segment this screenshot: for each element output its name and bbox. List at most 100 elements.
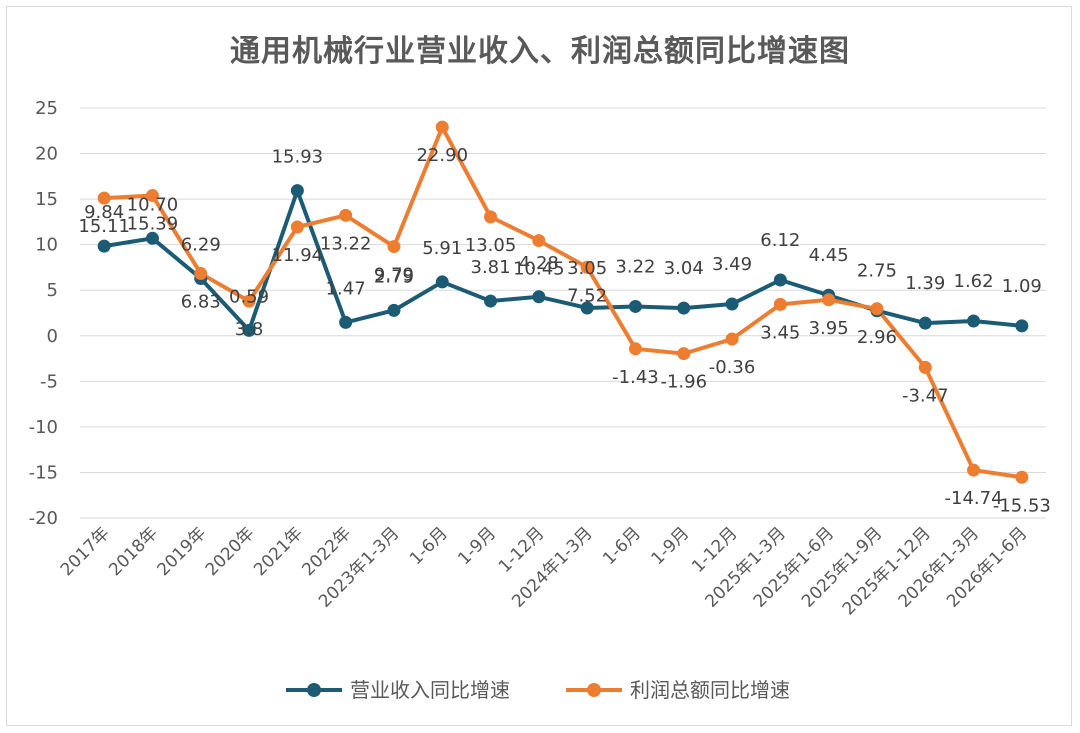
data-point: [725, 332, 739, 346]
data-point: [290, 184, 304, 198]
data-point: [580, 260, 594, 274]
data-point: [870, 302, 884, 316]
data-point: [773, 297, 787, 311]
data-label: 4.28: [519, 253, 559, 274]
data-point: [387, 303, 401, 317]
data-point: [145, 231, 159, 245]
data-label: -1.96: [660, 372, 707, 393]
data-label: 13.05: [465, 235, 517, 256]
x-tick-label: 2019年: [154, 523, 211, 580]
y-tick-label: 10: [35, 235, 58, 256]
data-point: [822, 293, 836, 307]
series-lines: [102, 125, 1024, 480]
data-label: 3.8: [235, 319, 264, 340]
series-points: [97, 120, 1029, 484]
data-point: [1015, 319, 1029, 333]
data-point: [580, 301, 594, 315]
x-tick-label: 2018年: [105, 523, 162, 580]
data-label: -1.43: [612, 367, 659, 388]
data-label: 3.95: [809, 318, 849, 339]
data-label: -3.47: [902, 385, 949, 406]
gridlines: [80, 107, 1046, 519]
data-point: [532, 234, 546, 248]
data-point: [339, 315, 353, 329]
y-tick-label: 25: [35, 98, 58, 119]
data-label: 3.04: [664, 258, 704, 279]
data-label: 5.91: [422, 238, 462, 259]
data-label: 15.93: [272, 147, 324, 168]
data-point: [628, 299, 642, 313]
data-label: 3.81: [471, 257, 511, 278]
y-tick-label: -5: [40, 371, 58, 392]
data-point: [967, 463, 981, 477]
chart-frame: [6, 6, 1072, 726]
legend-label: 营业收入同比增速: [350, 678, 510, 702]
data-point: [918, 360, 932, 374]
legend-marker: [587, 683, 601, 697]
x-tick-label: 1-9月: [454, 523, 500, 569]
x-tick-label: 1-6月: [406, 523, 452, 569]
data-point: [194, 267, 208, 281]
data-label: 6.83: [181, 292, 221, 313]
data-point: [677, 301, 691, 315]
data-point: [1015, 470, 1029, 484]
data-point: [918, 316, 932, 330]
data-label: 22.90: [416, 145, 468, 166]
data-point: [290, 220, 304, 234]
y-tick-label: -15: [29, 462, 58, 483]
data-labels: 9.84 10.706.29 0.59 15.93 1.47 2.79 5.91 3.81 4.…: [78, 145, 1050, 516]
data-label: 3.49: [712, 254, 752, 275]
data-point: [967, 314, 981, 328]
data-label: 10.70: [127, 194, 179, 215]
series-line-2: [102, 125, 1024, 480]
data-label: 9.79: [374, 265, 414, 286]
data-label: 6.12: [760, 230, 800, 251]
data-label: 3.05: [567, 258, 607, 279]
data-label: 2.75: [857, 261, 897, 282]
data-label: 1.62: [954, 271, 994, 292]
y-tick-label: -20: [29, 508, 58, 529]
data-point: [242, 323, 256, 337]
x-tick-label: 2021年: [250, 523, 307, 580]
data-point: [339, 208, 353, 222]
x-tick-label: 2017年: [57, 523, 114, 580]
y-tick-label: -10: [29, 417, 58, 438]
data-label: 4.45: [809, 245, 849, 266]
y-tick-label: 5: [47, 280, 58, 301]
y-axis-ticks: 25 20 15 10 5 0 -5 -10 -15 -20: [29, 98, 58, 529]
data-label: 7.52: [567, 285, 607, 306]
y-tick-label: 0: [47, 326, 58, 347]
data-point: [628, 342, 642, 356]
data-point: [725, 297, 739, 311]
data-point: [97, 191, 111, 205]
data-label: 6.29: [181, 234, 221, 255]
chart-title: 通用机械行业营业收入、利润总额同比增速图: [230, 34, 850, 69]
data-label: -0.36: [709, 357, 756, 378]
data-point: [242, 294, 256, 308]
data-label: 13.22: [320, 233, 372, 254]
data-label: 3.22: [615, 256, 655, 277]
data-label: -15.53: [993, 495, 1051, 516]
data-point: [435, 275, 449, 289]
data-label: 11.94: [272, 245, 324, 266]
data-label: 10.45: [513, 259, 565, 280]
data-label: 15.11: [78, 216, 130, 237]
data-point: [484, 210, 498, 224]
data-point: [435, 120, 449, 134]
data-label: 9.84: [84, 202, 124, 223]
data-point: [97, 239, 111, 253]
legend-label: 利润总额同比增速: [630, 678, 790, 702]
data-label: 2.79: [374, 266, 414, 287]
data-point: [387, 240, 401, 254]
data-point: [532, 290, 546, 304]
data-point: [145, 189, 159, 203]
x-tick-label: 1-9月: [647, 523, 693, 569]
data-point: [484, 294, 498, 308]
data-label: 1.09: [1002, 276, 1042, 297]
data-label: 3.45: [760, 322, 800, 343]
data-label: 2.96: [857, 327, 897, 348]
data-label: 0.59: [229, 286, 269, 307]
y-tick-label: 20: [35, 144, 58, 165]
